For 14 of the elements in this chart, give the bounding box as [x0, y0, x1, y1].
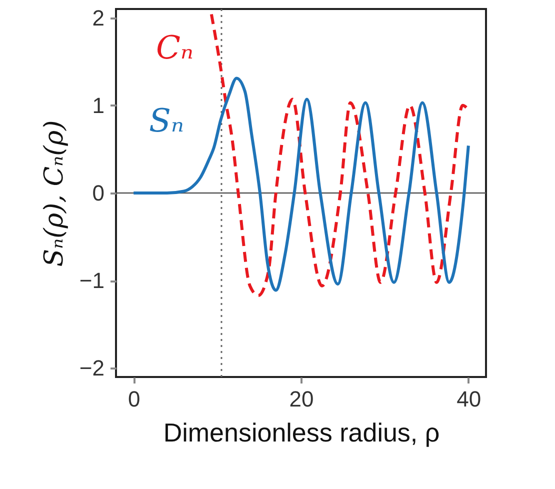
- line-series: [132, 76, 470, 292]
- y-tick-label: −2: [79, 356, 104, 381]
- x-tick-label: 20: [289, 386, 314, 412]
- series-label: Sₙ: [149, 101, 184, 140]
- y-axis-title: Sₙ(ρ), Cₙ(ρ): [39, 120, 70, 267]
- x-axis-title: Dimensionless radius, ρ: [163, 418, 440, 448]
- y-tick-label: −1: [79, 268, 104, 294]
- line-series: [210, 12, 470, 298]
- y-tick-label: 2: [92, 5, 104, 30]
- x-tick-label: 0: [128, 386, 140, 412]
- y-tick-label: 0: [92, 180, 104, 206]
- series-label: Cₙ: [156, 28, 194, 66]
- x-tick-label: 40: [456, 386, 482, 412]
- y-tick-label: 1: [92, 92, 104, 118]
